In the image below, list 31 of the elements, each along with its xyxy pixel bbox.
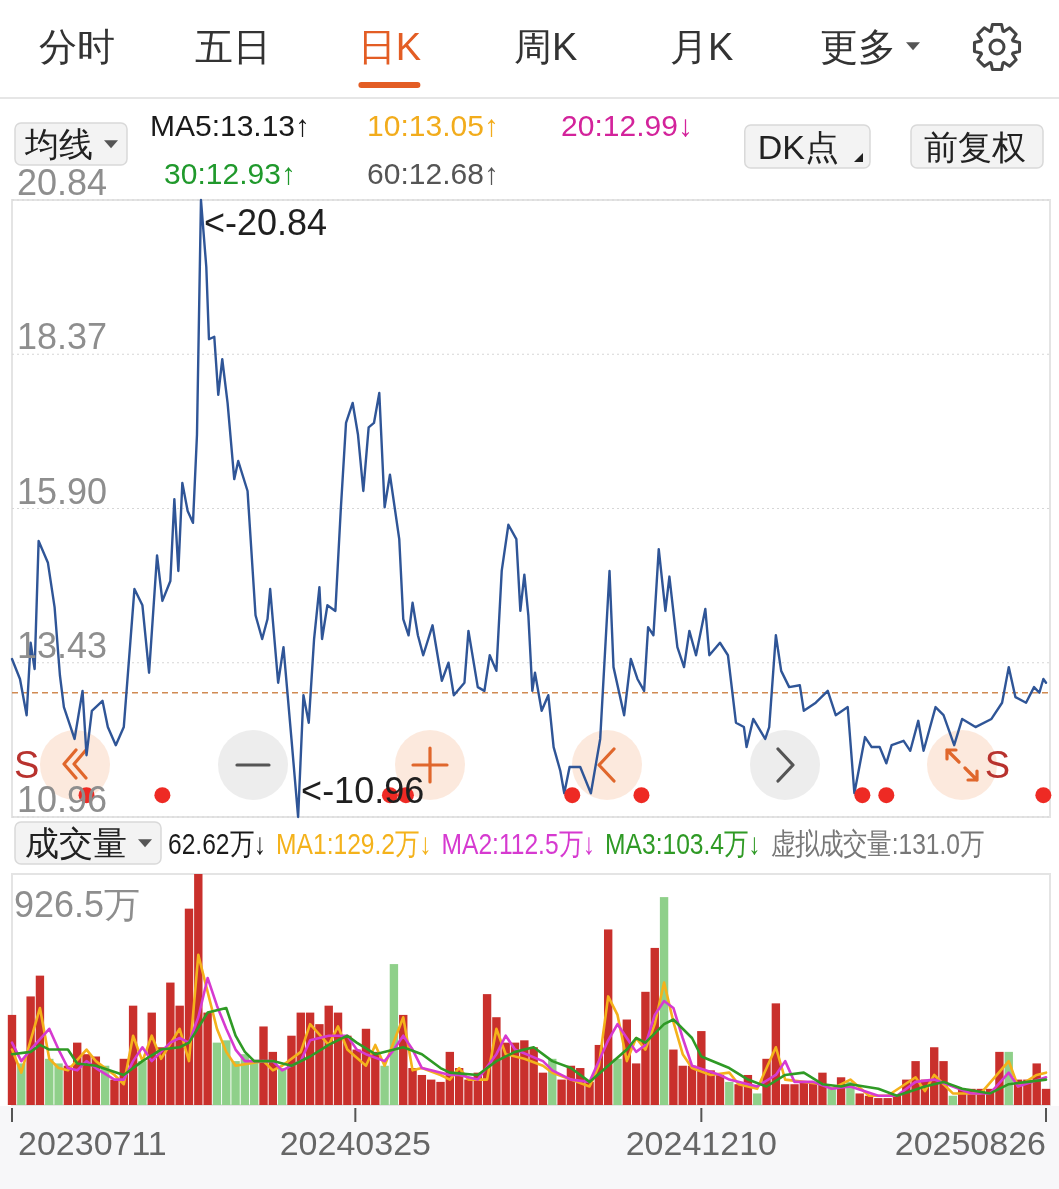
annotation: 926.5万 <box>14 884 141 925</box>
text: 60:12.68↑ <box>367 157 499 190</box>
y-tick-label: 18.37 <box>17 316 108 358</box>
text: 月K <box>670 26 734 68</box>
text: MA3:103.4万↓ <box>605 826 761 861</box>
x-tick-label: 20241210 <box>625 1124 777 1162</box>
text: DK点 <box>757 128 839 166</box>
text: MA5:13.13↑ <box>149 109 311 142</box>
text: 20:12.99↓ <box>561 109 693 142</box>
text: 30:12.93↑ <box>164 157 296 190</box>
x-tick-label: 20240325 <box>279 1124 431 1162</box>
text: 10:13.05↑ <box>367 109 499 142</box>
y-tick-label: 20.84 <box>17 162 108 203</box>
y-tick-label: 15.90 <box>17 470 108 512</box>
text: 前复权 <box>924 128 1026 166</box>
text: 五日 <box>195 26 272 68</box>
text: MA1:129.2万↓ <box>276 826 432 861</box>
annotation: S <box>984 744 1010 786</box>
text: 日K <box>357 26 422 68</box>
text: 62.62万↓ <box>168 826 267 861</box>
text: MA2:112.5万↓ <box>441 826 596 861</box>
text: 更多 <box>820 26 896 68</box>
x-tick-label: 20250826 <box>894 1124 1046 1162</box>
annotation: <-20.84 <box>203 202 328 243</box>
chart-title: 成交量 <box>25 824 127 863</box>
text: 虚拟成交量:131.0万 <box>770 826 985 861</box>
annotation: <-10.96 <box>301 770 425 811</box>
text: 分时 <box>39 26 115 68</box>
text: 周K <box>513 26 578 68</box>
chart-title: 均线 <box>24 125 93 164</box>
x-tick-label: 20230711 <box>18 1124 167 1162</box>
